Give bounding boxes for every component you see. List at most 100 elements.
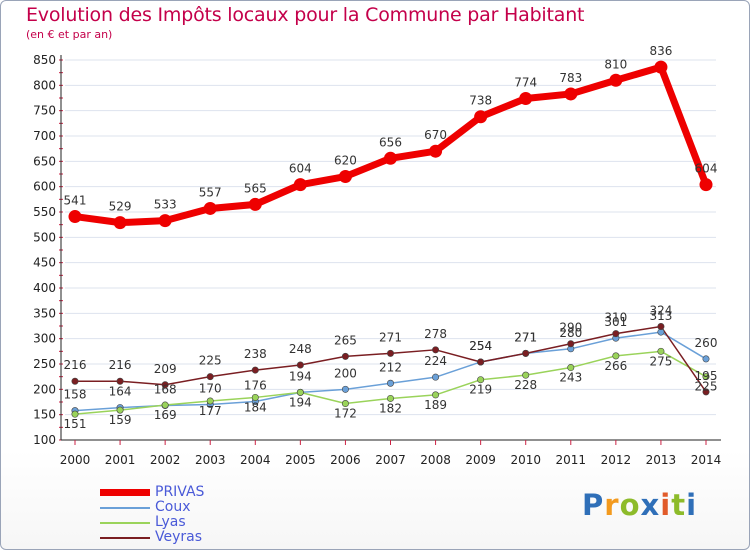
- data-label-veyras: 254: [469, 339, 492, 353]
- data-point-lyas: [657, 347, 665, 355]
- data-point-lyas: [161, 401, 169, 409]
- data-label-coux: 260: [695, 336, 718, 350]
- y-tick-label: 250: [33, 357, 56, 371]
- data-label-veyras: 290: [559, 321, 582, 335]
- data-point-privas: [338, 170, 352, 184]
- y-tick-label: 500: [33, 230, 56, 244]
- legend-swatch-coux: [100, 507, 150, 509]
- x-tick-label: 2000: [60, 453, 91, 467]
- chart-title: Evolution des Impôts locaux pour la Comm…: [26, 4, 585, 26]
- data-point-veyras: [341, 352, 349, 360]
- data-point-coux: [702, 355, 710, 363]
- y-tick-label: 600: [33, 180, 56, 194]
- data-label-lyas: 266: [604, 359, 627, 373]
- data-label-veyras: 271: [514, 330, 537, 344]
- data-point-lyas: [567, 364, 575, 372]
- data-label-lyas: 151: [64, 417, 87, 431]
- data-point-privas: [699, 178, 713, 192]
- x-tick-label: 2010: [510, 453, 541, 467]
- data-label-veyras: 278: [424, 327, 447, 341]
- y-tick-label: 400: [33, 281, 56, 295]
- data-point-veyras: [116, 377, 124, 385]
- data-label-lyas: 189: [424, 398, 447, 412]
- data-label-lyas: 172: [334, 407, 357, 421]
- data-point-privas: [609, 73, 623, 87]
- y-tick-label: 450: [33, 256, 56, 270]
- data-label-veyras: 324: [649, 304, 672, 318]
- x-tick-label: 2005: [285, 453, 316, 467]
- data-label-veyras: 209: [154, 362, 177, 376]
- data-label-lyas: 169: [154, 408, 177, 422]
- data-point-privas: [113, 216, 127, 230]
- legend-swatch-lyas: [100, 522, 150, 524]
- data-label-lyas: 184: [244, 400, 267, 414]
- data-point-veyras: [657, 323, 665, 331]
- data-point-lyas: [522, 371, 530, 379]
- data-point-privas: [654, 60, 668, 74]
- data-label-coux: 254: [469, 339, 492, 353]
- x-tick-label: 2002: [150, 453, 181, 467]
- data-label-coux: 212: [379, 360, 402, 374]
- data-point-lyas: [432, 391, 440, 399]
- data-label-coux: 271: [514, 330, 537, 344]
- data-label-privas: 604: [695, 162, 718, 176]
- data-point-lyas: [702, 373, 710, 381]
- data-label-privas: 557: [199, 185, 222, 199]
- data-label-coux: 301: [604, 315, 627, 329]
- x-tick-label: 2006: [330, 453, 361, 467]
- data-label-privas: 774: [514, 76, 537, 90]
- data-point-veyras: [251, 366, 259, 374]
- y-tick-label: 100: [33, 433, 56, 447]
- y-tick-label: 700: [33, 129, 56, 143]
- data-label-veyras: 248: [289, 342, 312, 356]
- data-label-privas: 620: [334, 154, 357, 168]
- y-tick-label: 150: [33, 408, 56, 422]
- legend-label-coux: Coux: [155, 499, 191, 515]
- data-label-lyas: 243: [559, 371, 582, 385]
- data-label-coux: 158: [64, 388, 87, 402]
- data-point-lyas: [477, 376, 485, 384]
- data-point-veyras: [206, 373, 214, 381]
- data-label-privas: 529: [109, 200, 132, 214]
- data-label-lyas: 275: [649, 354, 672, 368]
- data-label-privas: 670: [424, 128, 447, 142]
- data-point-coux: [341, 385, 349, 393]
- data-label-privas: 783: [559, 71, 582, 85]
- x-tick-label: 2003: [195, 453, 226, 467]
- data-point-veyras: [477, 358, 485, 366]
- data-label-coux: 176: [244, 378, 267, 392]
- y-tick-label: 200: [33, 382, 56, 396]
- data-label-veyras: 265: [334, 333, 357, 347]
- data-point-privas: [429, 144, 443, 158]
- data-point-lyas: [612, 352, 620, 360]
- data-label-coux: 313: [649, 309, 672, 323]
- x-tick-label: 2007: [375, 453, 406, 467]
- data-point-privas: [474, 110, 488, 124]
- data-label-veyras: 310: [604, 311, 627, 325]
- legend-label-lyas: Lyas: [155, 514, 186, 530]
- y-tick-label: 750: [33, 104, 56, 118]
- data-point-privas: [158, 214, 172, 228]
- x-tick-label: 2009: [465, 453, 496, 467]
- data-point-veyras: [432, 346, 440, 354]
- proxiti-logo[interactable]: Proxiti: [582, 488, 698, 522]
- data-point-lyas: [251, 393, 259, 401]
- data-label-veyras: 238: [244, 347, 267, 361]
- data-point-privas: [248, 197, 262, 211]
- data-label-veyras: 271: [379, 330, 402, 344]
- data-point-privas: [519, 92, 533, 106]
- data-point-privas: [384, 151, 397, 165]
- x-tick-label: 2013: [646, 453, 677, 467]
- x-tick-label: 2014: [691, 453, 722, 467]
- data-point-lyas: [341, 400, 349, 408]
- data-label-lyas: 219: [469, 383, 492, 397]
- data-label-lyas: 194: [289, 395, 312, 409]
- data-point-lyas: [71, 410, 79, 418]
- legend-swatch-veyras: [100, 537, 150, 539]
- data-label-coux: 224: [424, 354, 447, 368]
- data-label-lyas: 177: [199, 404, 222, 418]
- legend-label-privas: PRIVAS: [155, 484, 205, 500]
- data-point-lyas: [296, 388, 304, 396]
- y-tick-label: 800: [33, 78, 56, 92]
